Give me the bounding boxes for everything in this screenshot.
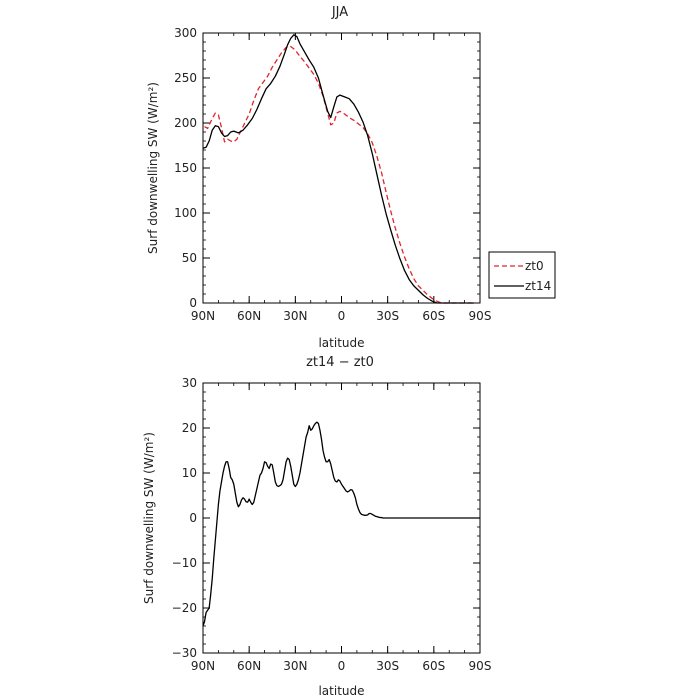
top-y-tick-label: 100 xyxy=(174,206,197,220)
bottom-x-tick-label: 60S xyxy=(422,659,445,673)
bottom-x-tick-label: 90S xyxy=(469,659,492,673)
bottom-y-tick-label: −30 xyxy=(172,646,197,660)
top-y-tick-label: 250 xyxy=(174,71,197,85)
bottom-x-tick-label: 0 xyxy=(338,659,346,673)
bottom-x-tick-label: 30N xyxy=(283,659,307,673)
legend-box xyxy=(488,251,556,299)
bottom-y-tick-label: −20 xyxy=(172,601,197,615)
top-x-tick-label: 90N xyxy=(191,309,215,323)
bottom-x-tick-label: 90N xyxy=(191,659,215,673)
bottom-x-tick-label: 30S xyxy=(376,659,399,673)
top-x-tick-label: 60N xyxy=(237,309,261,323)
bottom-panel-ylabel: Surf downwelling SW (W/m²) xyxy=(142,432,156,604)
bottom-y-tick-label: −10 xyxy=(172,556,197,570)
top-panel-frame xyxy=(202,32,481,304)
top-y-tick-label: 0 xyxy=(189,296,197,310)
bottom-panel-title: zt14 − zt0 xyxy=(306,355,374,370)
top-series-line-zt0 xyxy=(204,45,474,304)
top-panel: JJA 90N 60N 30N 0 30S 60S 90S 0 50 100 150 200 250 30… xyxy=(146,5,556,350)
bottom-panel: zt14 − zt0 90N 60N 30N 0 30S 60S 90S −30 −20 −10 0… xyxy=(142,355,491,698)
top-panel-title: JJA xyxy=(331,5,348,20)
bottom-y-tick-label: 30 xyxy=(182,376,197,390)
top-y-tick-label: 150 xyxy=(174,161,197,175)
legend-label-zt14: zt14 xyxy=(525,279,551,293)
top-x-tick-label: 30S xyxy=(376,309,399,323)
top-x-tick-label: 30N xyxy=(283,309,307,323)
top-y-tick-label: 50 xyxy=(182,251,197,265)
top-x-tick-label: 60S xyxy=(422,309,445,323)
top-y-tick-label: 300 xyxy=(174,26,197,40)
bottom-panel-xlabel: latitude xyxy=(318,684,364,698)
bottom-x-tick-label: 60N xyxy=(237,659,261,673)
top-panel-ylabel: Surf downwelling SW (W/m²) xyxy=(146,82,160,254)
legend-label-zt0: zt0 xyxy=(525,259,544,273)
top-panel-xlabel: latitude xyxy=(318,336,364,350)
bottom-y-tick-label: 10 xyxy=(182,466,197,480)
top-x-tick-label: 90S xyxy=(469,309,492,323)
top-x-tick-label: 0 xyxy=(338,309,346,323)
bottom-panel-plot-area: 90N 60N 30N 0 30S 60S 90S −30 −20 −10 0 10 20 30 xyxy=(172,376,492,673)
bottom-y-tick-label: 0 xyxy=(189,511,197,525)
top-y-tick-label: 200 xyxy=(174,116,197,130)
bottom-panel-frame xyxy=(202,382,481,654)
top-series-line-zt14 xyxy=(202,34,474,304)
top-panel-plot-area: 90N 60N 30N 0 30S 60S 90S 0 50 100 150 200 250 300 xyxy=(174,26,491,323)
legend: zt0 zt14 xyxy=(488,251,556,299)
bottom-y-tick-label: 20 xyxy=(182,421,197,435)
bottom-series-line-diff xyxy=(202,421,480,627)
